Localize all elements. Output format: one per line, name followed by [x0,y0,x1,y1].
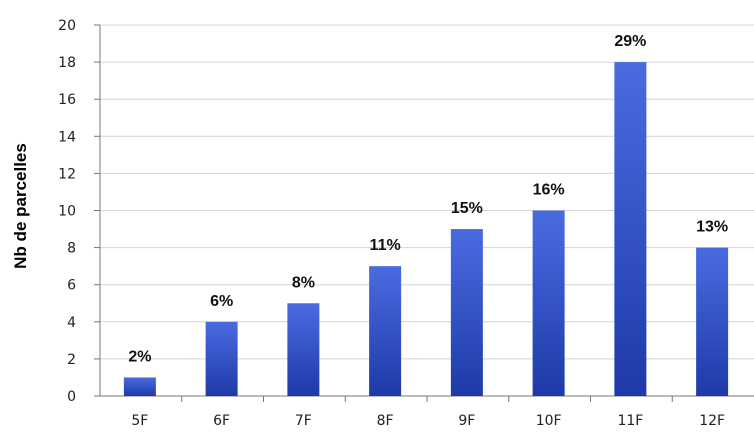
data-label-6F: 6% [210,293,233,310]
x-tick-label: 7F [295,413,312,429]
x-tick-label: 6F [213,413,230,429]
bar-10F [532,210,565,396]
data-label-7F: 8% [292,274,315,291]
y-tick-label: 20 [58,18,76,34]
axes [94,25,754,402]
x-tick-label: 10F [536,413,562,429]
data-label-10F: 16% [533,182,565,199]
data-label-12F: 13% [696,219,728,236]
data-labels: 2% 6% 8% 11% 15% 16% 29% 13% [128,33,728,365]
data-label-11F: 29% [614,33,646,50]
x-tick-label: 12F [699,413,725,429]
bar-7F [287,303,320,396]
bar-9F [450,229,483,396]
bar-6F [205,321,238,396]
data-label-9F: 15% [451,200,483,217]
x-tick-label: 8F [377,413,394,429]
y-tick-label: 14 [58,129,76,145]
bar-5F [123,377,156,396]
y-tick-label: 2 [67,352,76,368]
y-tick-label: 4 [67,315,76,331]
y-tick-label: 10 [58,204,76,220]
x-tick-labels: 5F 6F 7F 8F 9F 10F 11F 12F [131,413,725,429]
y-tick-label: 6 [67,278,76,294]
bar-11F [614,62,647,396]
y-tick-label: 18 [58,55,76,71]
gridlines [94,24,754,397]
y-tick-label: 12 [58,166,76,182]
x-tick-label: 11F [617,413,643,429]
x-tick-label: 5F [131,413,148,429]
bar-12F [696,247,729,396]
data-label-8F: 11% [370,237,401,254]
y-tick-label: 0 [67,389,76,405]
y-tick-label: 16 [58,92,76,108]
y-axis-label: Nb de parcelles [11,143,30,269]
data-label-5F: 2% [128,348,151,365]
y-tick-labels: 0 2 4 6 8 10 12 14 16 18 20 [58,18,76,405]
bars [123,62,729,396]
x-tick-label: 9F [458,413,475,429]
bar-8F [369,266,402,396]
y-tick-label: 8 [67,241,76,257]
